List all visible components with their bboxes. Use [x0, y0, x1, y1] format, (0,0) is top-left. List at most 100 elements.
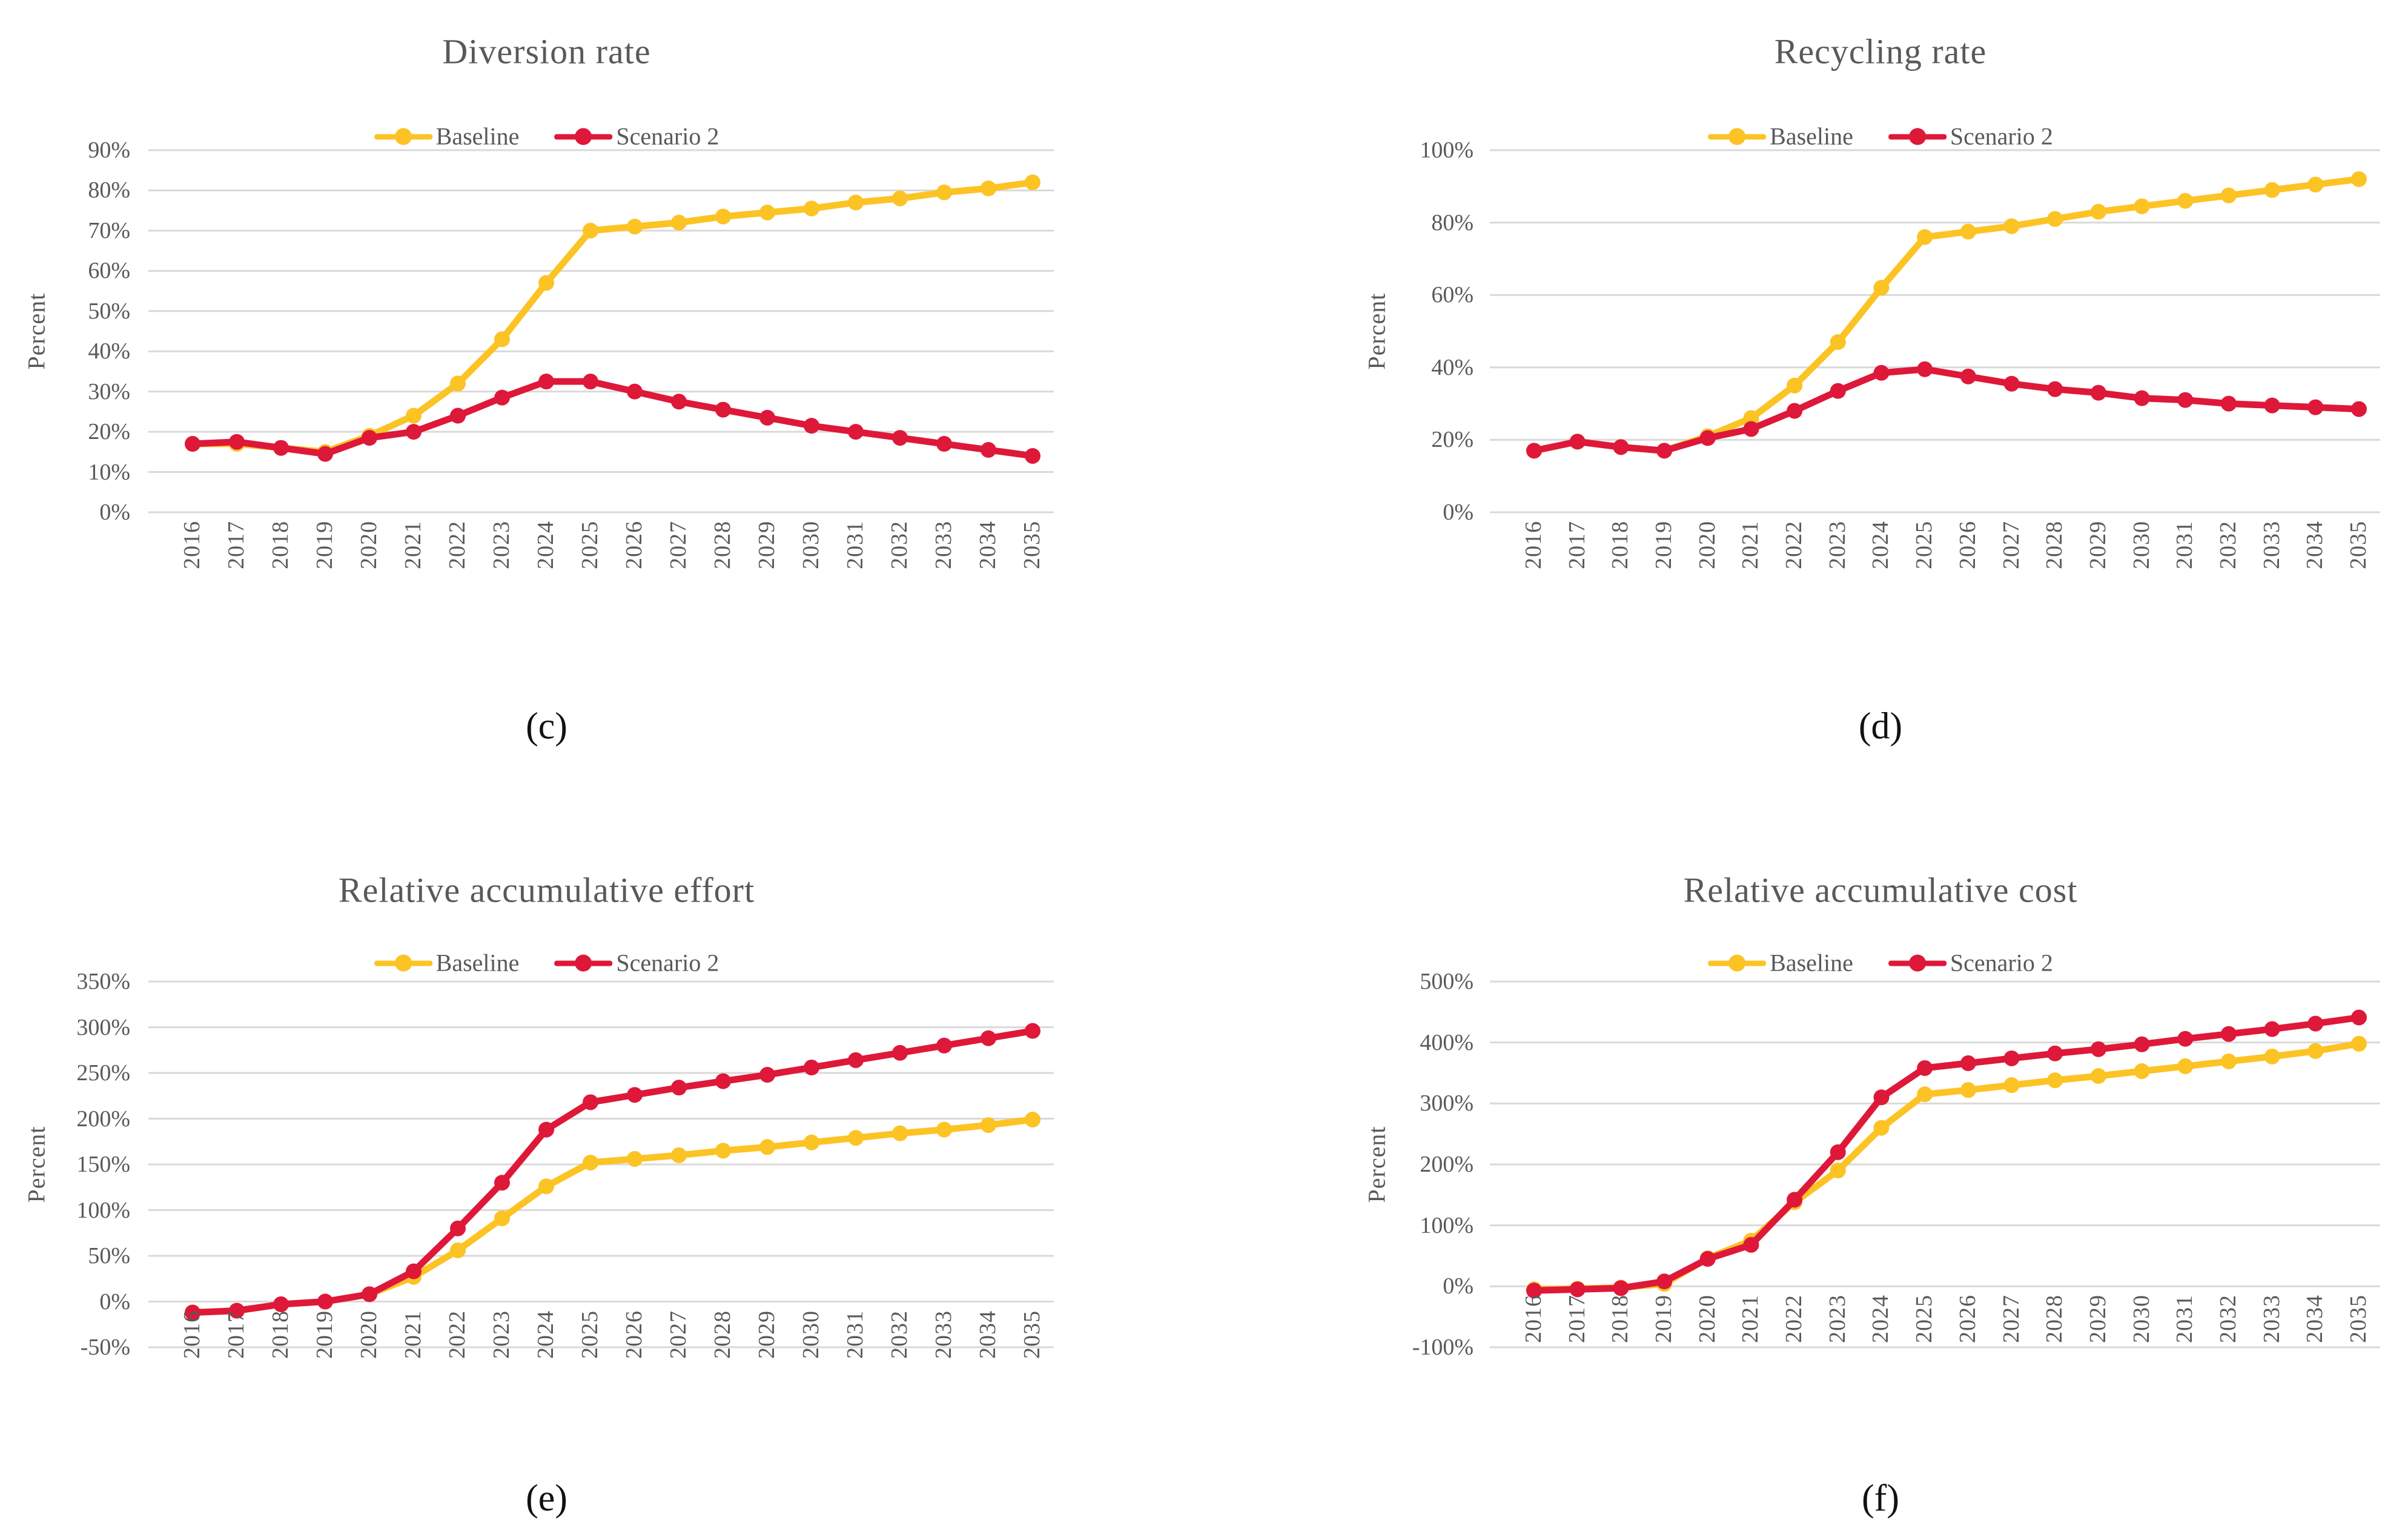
x-tick-label: 2018 [1607, 1295, 1633, 1344]
x-tick-label: 2026 [621, 1310, 647, 1359]
scenario-2-data-point [715, 1073, 731, 1089]
x-tick-label: 2030 [2128, 1295, 2154, 1344]
x-tick-label: 2033 [931, 1310, 956, 1359]
baseline-series [1526, 1035, 2367, 1298]
y-tick-label: 20% [88, 419, 130, 445]
y-tick-label: 90% [88, 137, 130, 163]
baseline-data-point [1787, 377, 1803, 394]
y-tick-label: 400% [1420, 1029, 1474, 1055]
x-tick-label: 2019 [1651, 521, 1677, 569]
scenario-2-data-point [2003, 1050, 2020, 1066]
y-tick-label: 300% [76, 1014, 130, 1040]
baseline-data-point [848, 1130, 864, 1146]
scenario-2-legend-marker [1888, 954, 1947, 972]
baseline-data-point [2220, 187, 2237, 203]
scenario-2-data-point [229, 434, 245, 450]
panel-caption: (f) [1862, 1477, 1899, 1519]
scenario-2-data-point [981, 1030, 996, 1046]
x-tick-label: 2031 [842, 1310, 868, 1359]
scenario-2-data-point [848, 1052, 864, 1068]
chart-svg [148, 149, 1054, 513]
scenario-2-data-point [1656, 443, 1673, 459]
baseline-series-line [189, 179, 1036, 455]
x-tick-label: 2022 [445, 1310, 470, 1359]
baseline-data-point [759, 204, 775, 220]
scenario-2-data-point [494, 1175, 510, 1191]
scenario-2-data-point [1656, 1273, 1673, 1290]
x-tick-label: 2018 [1607, 521, 1633, 569]
y-tick-label: -50% [80, 1335, 130, 1360]
y-tick-label: 40% [1431, 354, 1474, 380]
legend-label-baseline: Baseline [435, 949, 520, 977]
baseline-data-point [1917, 1086, 1933, 1103]
baseline-data-point [892, 1125, 908, 1141]
baseline-data-point [2264, 1048, 2280, 1064]
baseline-data-point [627, 1150, 643, 1167]
x-tick-label: 2029 [754, 1310, 779, 1359]
baseline-data-point [2307, 1043, 2324, 1059]
y-tick-label: 200% [1420, 1152, 1474, 1177]
x-tick-label: 2017 [223, 1310, 249, 1359]
legend-item-scenario-2: Scenario 2 [1888, 122, 2053, 151]
scenario-2-data-point [1526, 1282, 1542, 1299]
scenario-2-data-point [1830, 383, 1846, 399]
chart-legend: Baseline Scenario 2 [1708, 949, 2053, 977]
baseline-legend-marker [374, 127, 432, 145]
baseline-data-point [804, 1134, 819, 1150]
baseline-data-point [2177, 1058, 2194, 1074]
scenario-2-data-point [1787, 1192, 1803, 1208]
x-tick-label: 2033 [931, 521, 956, 569]
x-tick-label: 2024 [1868, 521, 1894, 569]
legend-label-scenario-2: Scenario 2 [616, 949, 719, 977]
x-tick-label: 2016 [179, 1310, 205, 1359]
baseline-data-point [671, 1147, 687, 1163]
baseline-data-point [538, 275, 554, 291]
scenario-2-data-point [2351, 401, 2367, 417]
x-tick-label: 2026 [1954, 1295, 1980, 1344]
x-tick-label: 2024 [533, 521, 558, 569]
scenario-2-legend-marker [554, 127, 613, 145]
scenario-2-data-point [1613, 1280, 1629, 1296]
baseline-data-point [450, 375, 466, 392]
scenario-2-data-point [2264, 1021, 2280, 1037]
scenario-2-data-point [1830, 1144, 1846, 1160]
baseline-series-line [189, 1116, 1036, 1316]
scenario-2-data-point [362, 430, 377, 446]
panel-caption: (e) [526, 1477, 567, 1519]
baseline-data-point [583, 1154, 598, 1170]
chart-title: Relative accumulative cost [1683, 870, 2078, 910]
baseline-data-point [2134, 198, 2150, 214]
x-tick-label: 2027 [666, 1310, 691, 1359]
scenario-2-data-point [406, 424, 422, 440]
panel-caption: (d) [1858, 705, 1903, 747]
scenario-2-data-point [450, 408, 466, 424]
scenario-2-legend-marker [1888, 127, 1947, 145]
scenario-2-data-point [804, 418, 819, 434]
x-tick-label: 2022 [445, 521, 470, 569]
x-tick-label: 2024 [533, 1310, 558, 1359]
baseline-data-point [1025, 174, 1040, 191]
scenario-2-data-point [2177, 392, 2194, 408]
scenario-2-data-point [715, 401, 731, 418]
x-tick-label: 2021 [400, 521, 426, 569]
x-tick-label: 2028 [2042, 1295, 2068, 1344]
baseline-data-point [936, 184, 952, 200]
y-tick-label: 350% [76, 969, 130, 994]
legend-item-scenario-2: Scenario 2 [554, 122, 719, 151]
x-tick-label: 2023 [1824, 1295, 1850, 1344]
x-tick-label: 2028 [2042, 521, 2068, 569]
baseline-series-line [1530, 1040, 2363, 1293]
baseline-data-point [538, 1178, 554, 1195]
scenario-2-data-point [406, 1263, 422, 1279]
scenario-2-data-point [1743, 421, 1759, 437]
scenario-2-data-point [2134, 390, 2150, 406]
scenario-2-data-point [1699, 1251, 1716, 1267]
baseline-data-point [1830, 334, 1846, 350]
x-tick-label: 2035 [2346, 1295, 2371, 1344]
baseline-data-point [627, 219, 643, 235]
legend-label-scenario-2: Scenario 2 [1950, 122, 2053, 150]
x-tick-label: 2032 [887, 1310, 912, 1359]
baseline-data-point [2351, 1035, 2367, 1052]
baseline-data-point [2003, 1077, 2020, 1094]
baseline-data-point [406, 408, 422, 424]
